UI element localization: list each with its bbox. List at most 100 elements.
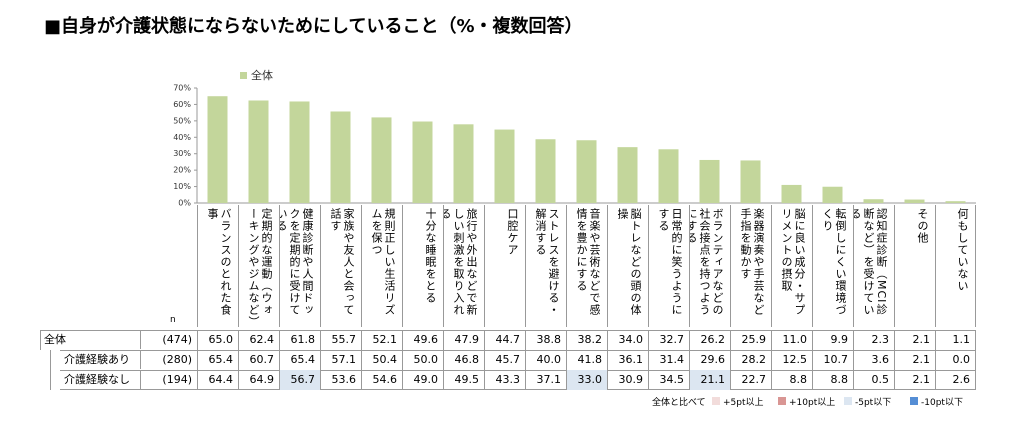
key-swatch (844, 397, 852, 405)
table-cell: 61.8 (279, 330, 320, 350)
group-bracket (50, 350, 60, 390)
y-tick-label: 30% (173, 149, 191, 158)
key-label: +5pt以上 (723, 398, 764, 408)
table-cell: 65.0 (197, 330, 238, 350)
category-label: ストレスを避ける・解消する (525, 205, 566, 327)
category-label: その他 (894, 205, 935, 327)
bar (904, 199, 925, 203)
bar (535, 139, 556, 203)
bar (330, 111, 351, 203)
category-label: 何もしていない (935, 205, 976, 327)
table-cell: 29.6 (689, 350, 730, 370)
category-label: 日常的に笑うようにする (648, 205, 689, 327)
bar (699, 159, 720, 203)
table-cell: 46.8 (443, 350, 484, 370)
table-cell: 11.0 (771, 330, 812, 350)
table-cell: 28.2 (730, 350, 771, 370)
category-label: 脳トレなどの頭の体操 (607, 205, 648, 327)
bar (248, 100, 269, 203)
category-label: 健康診断や人間ドックを定期的に受けている (279, 205, 320, 327)
bar (453, 124, 474, 203)
table-cell: 25.9 (730, 330, 771, 350)
category-label: 音楽や芸術などで感情を豊かにする (566, 205, 607, 327)
table-cell: 52.1 (361, 330, 402, 350)
table-cell: 22.7 (730, 370, 771, 390)
bar (617, 147, 638, 203)
table-cell: 36.1 (607, 350, 648, 370)
table-cell: 64.4 (197, 370, 238, 390)
table-cell: 44.7 (484, 330, 525, 350)
key-label: -10pt以下 (921, 398, 963, 408)
bar (576, 140, 597, 203)
table-cell: 60.7 (238, 350, 279, 370)
bar (863, 199, 884, 203)
y-tick-label: 0% (178, 199, 191, 208)
table-cell: 30.9 (607, 370, 648, 390)
table-left-border (40, 330, 41, 350)
category-label: 認知症診断（MCI診断など）を受けている (853, 205, 894, 327)
table-cell: 57.1 (320, 350, 361, 370)
table-row-border (60, 350, 976, 370)
table-cell: 41.8 (566, 350, 607, 370)
y-tick-label: 60% (173, 100, 191, 109)
category-label: 転倒しにくい環境づくり (812, 205, 853, 327)
table-cell: 50.4 (361, 350, 402, 370)
bar (781, 184, 802, 203)
y-tick-label: 40% (173, 133, 191, 142)
key-label: +10pt以上 (789, 398, 836, 408)
table-cell: 9.9 (812, 330, 853, 350)
table-cell: 38.2 (566, 330, 607, 350)
table-cell: 8.8 (771, 370, 812, 390)
y-tick-label: 10% (173, 182, 191, 191)
table-cell: 56.7 (279, 370, 320, 390)
bar (371, 117, 392, 203)
table-cell: 12.5 (771, 350, 812, 370)
bar (289, 101, 310, 203)
row-n: (280) (140, 350, 197, 369)
table-cell: 0.0 (935, 350, 976, 370)
bar (945, 201, 966, 203)
bar (740, 160, 761, 203)
row-n: (474) (140, 330, 197, 349)
table-cell: 2.1 (894, 350, 935, 370)
category-label: 規則正しい生活リズムを保つ (361, 205, 402, 327)
table-cell: 1.1 (935, 330, 976, 350)
category-label: 脳に良い成分・サプリメントの摂取 (771, 205, 812, 327)
table-cell: 55.7 (320, 330, 361, 350)
page-title: ■自身が介護状態にならないためにしていること（%・複数回答） (44, 16, 583, 37)
table-cell: 38.8 (525, 330, 566, 350)
key-swatch (712, 397, 720, 405)
table-cell: 45.7 (484, 350, 525, 370)
table-cell: 43.3 (484, 370, 525, 390)
table-cell: 54.6 (361, 370, 402, 390)
table-row-border (60, 370, 976, 390)
table-cell: 62.4 (238, 330, 279, 350)
row-n: (194) (140, 370, 197, 389)
category-label: 家族や友人と会って話す (320, 205, 361, 327)
legend-label: 全体 (251, 68, 273, 82)
table-cell: 37.1 (525, 370, 566, 390)
table-cell: 40.0 (525, 350, 566, 370)
y-tick-label: 70% (173, 84, 191, 93)
table-cell: 3.6 (853, 350, 894, 370)
row-label: 全体 (44, 333, 66, 346)
bar (207, 96, 228, 203)
table-cell: 26.2 (689, 330, 730, 350)
category-label: 定期的な運動（ウォーキングやジムなど） (238, 205, 279, 327)
table-cell: 49.6 (402, 330, 443, 350)
n-label: n (170, 315, 176, 325)
category-label: ボランティアなどの社会接点を持つようにする (689, 205, 730, 327)
row-label: 介護経験なし (64, 373, 130, 386)
key-swatch (778, 397, 786, 405)
table-cell: 2.6 (935, 370, 976, 390)
bar (822, 186, 843, 203)
table-cell: 2.1 (894, 370, 935, 390)
table-cell: 49.5 (443, 370, 484, 390)
row-label: 介護経験あり (64, 353, 130, 366)
table-cell: 33.0 (566, 370, 607, 390)
table-cell: 64.9 (238, 370, 279, 390)
table-cell: 65.4 (197, 350, 238, 370)
table-cell: 21.1 (689, 370, 730, 390)
